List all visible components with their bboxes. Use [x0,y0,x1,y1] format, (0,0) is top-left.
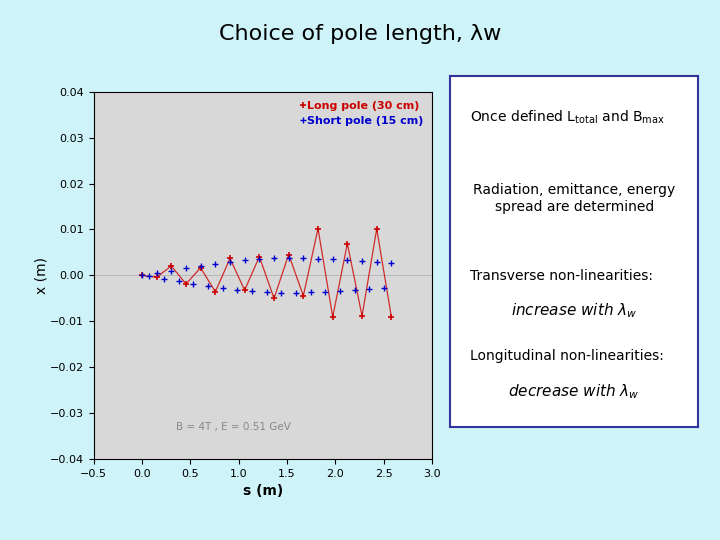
Short pole (15 cm) [138,272,146,279]
Short pole (15 cm) [307,289,315,296]
Short pole (15 cm) [153,270,161,276]
Short pole (15 cm) [336,288,344,294]
Short pole (15 cm) [321,288,330,295]
Short pole (15 cm) [277,289,286,296]
X-axis label: s (m): s (m) [243,484,283,498]
Text: Transverse non-linearities:: Transverse non-linearities: [470,269,653,282]
Long pole (30 cm) [299,293,307,299]
Long pole (30 cm) [153,274,161,281]
Long pole (30 cm) [255,253,264,260]
Text: Longitudinal non-linearities:: Longitudinal non-linearities: [470,349,664,363]
Short pole (15 cm) [299,255,307,261]
Short pole (15 cm) [211,261,220,267]
Short pole (15 cm) [218,285,227,291]
Short pole (15 cm) [197,263,205,269]
Short pole (15 cm) [255,256,264,262]
Line: Long pole (30 cm): Long pole (30 cm) [138,225,395,320]
Short pole (15 cm) [240,257,249,264]
Text: Choice of pole length, λw: Choice of pole length, λw [219,24,501,44]
Long pole (30 cm) [225,255,234,262]
Text: Once defined L$_{\rm total}$ and B$_{\rm max}$: Once defined L$_{\rm total}$ and B$_{\rm… [470,109,665,126]
Long pole (30 cm) [211,289,220,295]
Long pole (30 cm) [358,313,366,319]
Long pole (30 cm) [240,287,249,293]
Long pole (30 cm) [197,265,205,271]
Legend: Long pole (30 cm), Short pole (15 cm): Long pole (30 cm), Short pole (15 cm) [300,97,426,130]
Short pole (15 cm) [233,287,242,293]
Short pole (15 cm) [248,288,256,294]
Short pole (15 cm) [343,257,351,264]
Short pole (15 cm) [292,289,300,296]
Text: decrease with $\lambda_w$: decrease with $\lambda_w$ [508,382,640,401]
Short pole (15 cm) [270,255,279,261]
Short pole (15 cm) [284,255,293,261]
Short pole (15 cm) [365,286,374,292]
Short pole (15 cm) [387,259,396,266]
Long pole (30 cm) [167,262,176,269]
Short pole (15 cm) [372,259,381,265]
Long pole (30 cm) [343,240,351,247]
Long pole (30 cm) [181,281,190,287]
Short pole (15 cm) [314,255,323,262]
Short pole (15 cm) [167,268,176,274]
Long pole (30 cm) [387,314,396,320]
Short pole (15 cm) [181,265,190,272]
Short pole (15 cm) [160,275,168,282]
Short pole (15 cm) [351,287,359,293]
Y-axis label: x (m): x (m) [35,257,48,294]
Short pole (15 cm) [174,278,183,285]
Text: Radiation, emittance, energy
spread are determined: Radiation, emittance, energy spread are … [473,184,675,213]
Long pole (30 cm) [328,314,337,320]
Short pole (15 cm) [328,256,337,262]
Text: B = 4T , E = 0.51 GeV: B = 4T , E = 0.51 GeV [176,422,291,432]
Short pole (15 cm) [262,289,271,295]
Long pole (30 cm) [284,251,293,258]
Short pole (15 cm) [204,282,212,289]
Short pole (15 cm) [379,285,388,292]
Short pole (15 cm) [189,280,197,287]
Long pole (30 cm) [270,295,279,302]
Long pole (30 cm) [314,225,323,232]
Short pole (15 cm) [145,273,153,280]
Short pole (15 cm) [358,258,366,265]
Line: Short pole (15 cm): Short pole (15 cm) [139,255,394,295]
Long pole (30 cm) [372,226,381,232]
Text: increase with $\lambda_w$: increase with $\lambda_w$ [511,301,637,320]
Short pole (15 cm) [225,259,234,265]
Long pole (30 cm) [138,272,146,279]
